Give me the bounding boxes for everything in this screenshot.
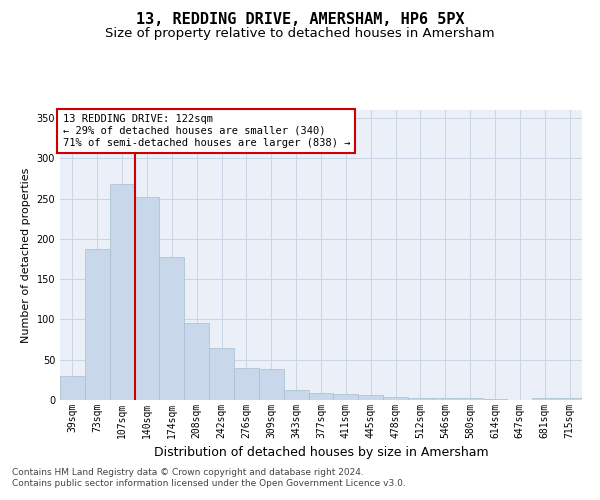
Text: 13, REDDING DRIVE, AMERSHAM, HP6 5PX: 13, REDDING DRIVE, AMERSHAM, HP6 5PX xyxy=(136,12,464,28)
Bar xyxy=(334,394,358,400)
Bar xyxy=(85,250,110,400)
Bar xyxy=(358,395,383,400)
Text: Size of property relative to detached houses in Amersham: Size of property relative to detached ho… xyxy=(105,28,495,40)
Bar xyxy=(482,399,508,400)
Bar xyxy=(532,398,557,400)
Bar xyxy=(383,397,408,400)
Bar xyxy=(458,398,482,400)
Bar xyxy=(234,368,259,400)
Bar xyxy=(433,398,458,400)
Bar xyxy=(160,256,184,400)
Bar xyxy=(308,393,334,400)
Bar xyxy=(408,398,433,400)
Bar xyxy=(134,197,160,400)
Bar xyxy=(284,390,308,400)
Bar xyxy=(259,370,284,400)
Y-axis label: Number of detached properties: Number of detached properties xyxy=(21,168,31,342)
Bar xyxy=(209,348,234,400)
Text: Contains HM Land Registry data © Crown copyright and database right 2024.
Contai: Contains HM Land Registry data © Crown c… xyxy=(12,468,406,487)
Bar xyxy=(60,376,85,400)
X-axis label: Distribution of detached houses by size in Amersham: Distribution of detached houses by size … xyxy=(154,446,488,460)
Bar xyxy=(110,184,134,400)
Bar xyxy=(557,398,582,400)
Bar xyxy=(184,324,209,400)
Text: 13 REDDING DRIVE: 122sqm
← 29% of detached houses are smaller (340)
71% of semi-: 13 REDDING DRIVE: 122sqm ← 29% of detach… xyxy=(62,114,350,148)
